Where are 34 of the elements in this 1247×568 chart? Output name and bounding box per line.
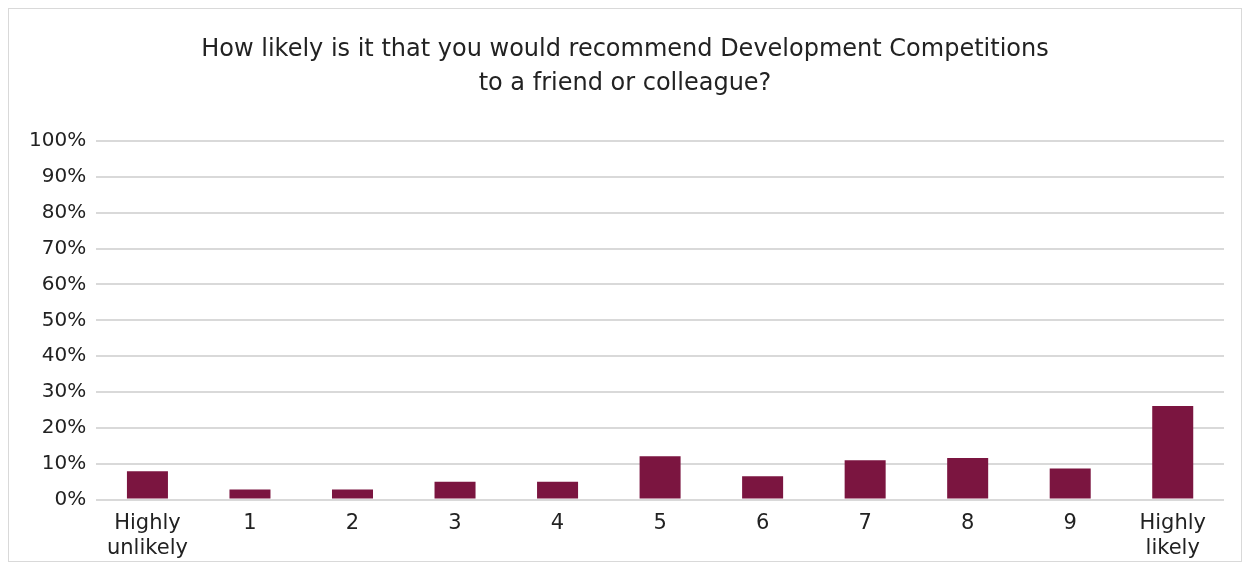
x-tick-label: Highly unlikely <box>107 509 188 559</box>
bar <box>537 481 579 499</box>
y-tick-label: 80% <box>41 198 87 223</box>
bar <box>844 460 886 499</box>
bar <box>1049 468 1091 499</box>
y-tick-label: 0% <box>54 485 87 510</box>
bar <box>947 458 989 499</box>
bar <box>126 471 168 499</box>
y-tick-label: 20% <box>41 414 87 439</box>
y-tick-label: 10% <box>41 449 87 474</box>
x-tick-label: 2 <box>345 509 360 534</box>
bar <box>434 481 476 499</box>
bar <box>639 456 681 499</box>
y-tick-label: 60% <box>41 270 87 295</box>
bar <box>229 489 271 499</box>
y-tick-label: 30% <box>41 378 87 403</box>
x-tick-label: 8 <box>960 509 975 534</box>
x-tick-label: 9 <box>1063 509 1077 534</box>
x-tick-label: 4 <box>550 509 565 534</box>
x-tick-label: 1 <box>243 509 257 534</box>
bar <box>742 476 784 499</box>
x-tick-label: 3 <box>448 509 462 534</box>
x-tick-label: 5 <box>653 509 667 534</box>
chart-title: How likely is it that you would recommend Development Competitions to a friend or colleague? <box>200 33 1050 98</box>
y-tick-label: 70% <box>41 234 87 259</box>
x-tick-label: Highly likely <box>1139 509 1206 559</box>
x-tick-label: 6 <box>755 509 770 534</box>
x-tick-label: 7 <box>858 509 872 534</box>
y-tick-label: 90% <box>41 163 87 188</box>
bar <box>1152 406 1194 499</box>
y-tick-label: 100% <box>28 127 87 152</box>
bar <box>332 489 374 499</box>
y-tick-label: 40% <box>41 342 87 367</box>
y-tick-label: 50% <box>41 306 87 331</box>
